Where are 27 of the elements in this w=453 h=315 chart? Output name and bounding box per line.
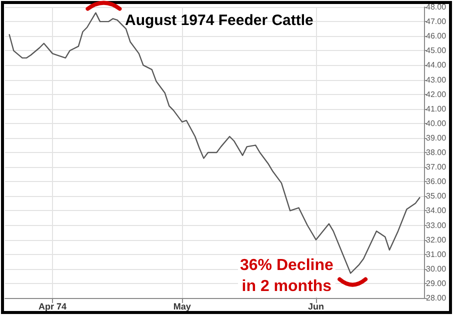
y-tick-label: 48.00	[426, 2, 447, 12]
y-tick-label: 28.00	[426, 294, 447, 302]
x-tick-label: Jun	[308, 302, 324, 312]
annotation: 36% Decline in 2 months	[240, 257, 334, 295]
y-tick-label: 36.00	[426, 177, 447, 186]
x-tick-label: May	[173, 302, 191, 312]
y-tick-label: 33.00	[426, 220, 447, 230]
y-tick-label: 42.00	[426, 90, 447, 99]
y-tick-label: 37.00	[426, 162, 447, 172]
y-tick-label: 39.00	[426, 133, 447, 142]
chart-title: August 1974 Feeder Cattle	[125, 12, 314, 29]
y-tick-label: 35.00	[426, 192, 447, 201]
y-tick-label: 47.00	[426, 17, 447, 26]
y-tick-label: 32.00	[426, 235, 447, 244]
y-tick-label: 31.00	[426, 250, 447, 259]
y-tick-label: 30.00	[426, 264, 447, 274]
y-tick-label: 34.00	[426, 206, 447, 216]
y-tick-label: 40.00	[426, 118, 447, 128]
y-tick-label: 44.00	[426, 60, 447, 70]
x-tick-label: Apr 74	[38, 302, 67, 312]
y-tick-label: 46.00	[426, 32, 447, 41]
y-tick-label: 29.00	[426, 278, 447, 288]
line-series	[8, 12, 420, 274]
y-tick-label: 38.00	[426, 148, 447, 157]
y-tick-label: 45.00	[426, 46, 447, 56]
y-tick-label: 43.00	[426, 75, 447, 84]
y-tick-label: 41.00	[426, 104, 447, 114]
